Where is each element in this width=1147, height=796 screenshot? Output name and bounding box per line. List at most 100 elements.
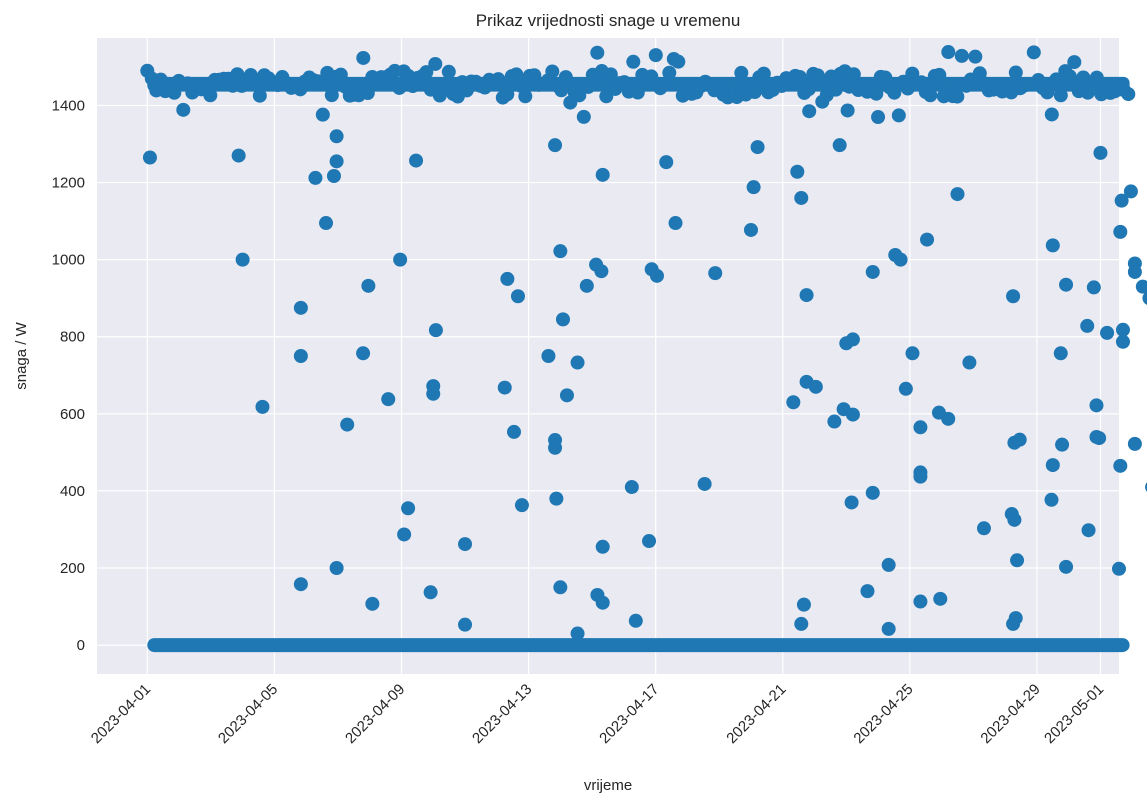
upper-band-point: [1067, 55, 1082, 70]
data-point: [799, 288, 814, 303]
upper-band-point: [887, 85, 902, 100]
data-point: [743, 222, 758, 237]
upper-band-point: [846, 67, 861, 82]
data-point: [1113, 458, 1128, 473]
data-point: [860, 584, 875, 599]
upper-band-point: [662, 65, 677, 80]
data-point: [458, 617, 473, 632]
data-point: [255, 399, 270, 414]
data-point: [786, 395, 801, 410]
upper-band-point: [590, 45, 605, 60]
data-point: [628, 613, 643, 628]
data-point: [976, 521, 991, 536]
data-point: [553, 580, 568, 595]
upper-band-point: [1040, 85, 1055, 100]
data-point: [1006, 289, 1021, 304]
upper-band-point: [801, 82, 816, 97]
data-point: [920, 232, 935, 247]
data-point: [865, 485, 880, 500]
data-point: [950, 187, 965, 202]
data-point: [1115, 334, 1130, 349]
data-point: [319, 216, 334, 231]
data-point: [595, 167, 610, 182]
data-point: [381, 392, 396, 407]
data-point: [1045, 238, 1060, 253]
data-point: [1113, 224, 1128, 239]
upper-band-point: [828, 82, 843, 97]
data-point: [570, 626, 585, 641]
data-point: [962, 355, 977, 370]
data-point: [845, 332, 860, 347]
x-tick-label: 2023-04-13: [469, 681, 535, 747]
upper-band-point: [500, 87, 515, 102]
data-point: [827, 414, 842, 429]
upper-band-point: [581, 79, 596, 94]
upper-band-point: [905, 66, 920, 81]
data-point: [541, 349, 556, 363]
upper-band-point: [230, 67, 245, 82]
upper-band-point: [513, 78, 528, 93]
data-point: [865, 264, 880, 279]
data-point: [423, 585, 438, 600]
x-tick-label: 2023-04-09: [342, 681, 408, 747]
data-point: [365, 596, 380, 611]
upper-band-point: [554, 83, 569, 98]
y-tick-label: 600: [60, 406, 85, 423]
data-point: [293, 300, 308, 315]
upper-band-point: [954, 48, 969, 63]
upper-band-point: [792, 70, 807, 85]
upper-band-point: [1008, 65, 1023, 80]
data-point: [893, 252, 908, 267]
data-point: [595, 595, 610, 610]
data-point: [329, 129, 344, 144]
data-point: [428, 323, 443, 338]
data-point: [802, 104, 817, 119]
data-point: [844, 495, 859, 510]
data-point: [1080, 318, 1095, 333]
data-point: [1093, 145, 1108, 160]
upper-band-point: [1121, 87, 1136, 102]
upper-band-point: [545, 64, 560, 79]
upper-band-point: [756, 66, 771, 81]
data-point: [746, 180, 761, 195]
data-point: [293, 577, 308, 592]
data-point: [142, 150, 157, 165]
data-point: [913, 594, 928, 609]
data-point: [1086, 280, 1101, 295]
upper-band-point: [734, 65, 749, 80]
data-point: [845, 407, 860, 422]
data-point: [329, 561, 344, 575]
upper-band-point: [419, 65, 434, 80]
x-tick-label: 2023-04-01: [88, 681, 154, 747]
data-point: [1044, 492, 1059, 507]
data-point: [790, 164, 805, 179]
data-point: [933, 591, 948, 606]
upper-band-point: [626, 54, 641, 69]
data-point: [1081, 523, 1096, 538]
data-point: [750, 140, 765, 155]
upper-band-point: [153, 72, 168, 87]
chart-title: Prikaz vrijednosti snage u vremenu: [476, 11, 741, 30]
data-point: [840, 103, 855, 118]
data-point: [458, 537, 473, 552]
data-point: [1142, 291, 1147, 305]
data-point: [426, 386, 441, 401]
upper-band-point: [891, 108, 906, 123]
upper-band-point: [558, 70, 573, 85]
data-point: [708, 266, 723, 281]
data-point: [409, 153, 424, 168]
upper-band-point: [941, 45, 956, 60]
data-point: [579, 278, 594, 293]
data-point: [1092, 431, 1107, 446]
upper-band-point: [428, 56, 443, 71]
upper-band-point: [1053, 88, 1068, 103]
upper-band-point: [810, 68, 825, 83]
upper-band-point: [657, 76, 672, 91]
upper-band-point: [441, 64, 456, 79]
data-point: [548, 138, 563, 153]
data-point: [668, 216, 683, 231]
x-tick-label: 2023-04-21: [723, 681, 789, 747]
x-tick-label: 2023-04-25: [850, 681, 916, 747]
x-tick-label: 2023-04-29: [977, 681, 1043, 747]
data-point: [1053, 346, 1068, 361]
